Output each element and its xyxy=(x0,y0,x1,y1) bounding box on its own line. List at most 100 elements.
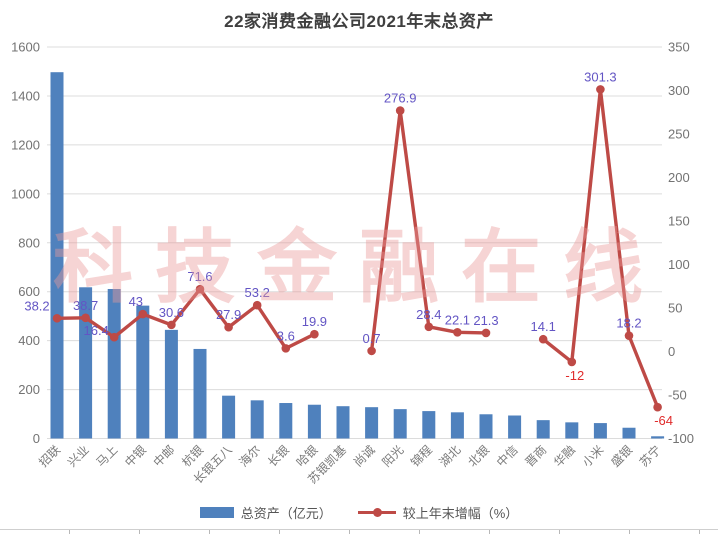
bar-北银 xyxy=(479,414,493,439)
growth-label-兴业: 38.7 xyxy=(73,298,98,313)
bar-中银 xyxy=(136,305,150,439)
right-axis-tick-label: -50 xyxy=(668,388,687,403)
x-axis-label-锦程: 锦程 xyxy=(407,442,435,470)
growth-point-盛银 xyxy=(624,331,634,340)
growth-label-中邮: 30.6 xyxy=(159,305,184,320)
growth-point-晋商 xyxy=(538,334,548,344)
growth-label-锦程: 28.4 xyxy=(416,307,441,322)
bar-锦程 xyxy=(422,411,436,439)
line-series-swatch-icon xyxy=(357,507,396,518)
x-axis-label-晋商: 晋商 xyxy=(522,442,550,470)
right-axis-tick-label: 100 xyxy=(668,257,690,272)
growth-point-海尔 xyxy=(252,300,262,310)
bar-兴业 xyxy=(79,287,93,439)
growth-label-华融: -12 xyxy=(565,368,584,383)
growth-label-湖北: 22.1 xyxy=(445,312,470,327)
bar-招联 xyxy=(50,72,64,439)
chart-legend: 总资产（亿元） 较上年末增幅（%） xyxy=(0,503,718,522)
growth-point-小米 xyxy=(596,85,605,94)
growth-line-segment xyxy=(541,87,660,409)
growth-label-长银五八: 27.9 xyxy=(216,307,241,322)
growth-label-小米: 301.3 xyxy=(584,69,617,84)
x-axis-label-兴业: 兴业 xyxy=(65,443,92,470)
left-axis-tick-label: 1000 xyxy=(11,186,40,201)
bar-哈银 xyxy=(307,404,321,439)
growth-label-苏宁: -64 xyxy=(654,413,673,428)
growth-label-招联: 38.2 xyxy=(24,298,49,313)
growth-point-杭银 xyxy=(195,284,205,294)
bar-华融 xyxy=(565,422,579,439)
right-axis-tick-label: 200 xyxy=(668,170,690,185)
x-axis-label-盛银: 盛银 xyxy=(608,442,636,470)
growth-point-阳光 xyxy=(395,106,405,115)
left-axis-tick-label: 0 xyxy=(33,431,40,446)
chart-title: 22家消费金融公司2021年末总资产 xyxy=(224,12,494,31)
x-axis-label-中银: 中银 xyxy=(121,442,149,470)
bar-苏宁 xyxy=(651,436,665,439)
growth-label-长银: 3.6 xyxy=(277,328,295,343)
left-axis-tick-label: 600 xyxy=(18,284,40,299)
growth-label-晋商: 14.1 xyxy=(531,319,556,334)
growth-label-哈银: 19.9 xyxy=(302,314,327,329)
bar-杭银 xyxy=(193,348,207,439)
growth-point-北银 xyxy=(481,328,491,338)
growth-point-湖北 xyxy=(453,327,462,337)
x-axis-label-马上: 马上 xyxy=(93,443,120,470)
left-axis-tick-label: 1600 xyxy=(11,40,40,55)
growth-label-中银: 43 xyxy=(129,294,143,309)
bar-海尔 xyxy=(250,400,264,439)
growth-label-盛银: 18.2 xyxy=(616,316,641,331)
left-axis-tick-label: 1400 xyxy=(11,88,40,103)
bar-小米 xyxy=(593,423,607,439)
right-axis-tick-label: 250 xyxy=(668,127,690,142)
growth-point-锦程 xyxy=(424,322,434,332)
right-axis-tick-label: 50 xyxy=(668,301,682,316)
x-axis-label-海尔: 海尔 xyxy=(236,442,264,470)
right-axis-tick-label: 350 xyxy=(668,40,690,55)
growth-point-马上 xyxy=(109,332,119,342)
x-axis-label-中邮: 中邮 xyxy=(150,442,178,470)
bar-盛银 xyxy=(622,427,636,439)
growth-point-长银 xyxy=(281,344,291,353)
legend-label-growth: 较上年末增幅（%） xyxy=(402,506,519,521)
right-axis-tick-label: 150 xyxy=(668,214,690,229)
growth-label-北银: 21.3 xyxy=(473,313,498,328)
growth-label-马上: 16.4 xyxy=(84,323,109,338)
right-axis-tick-label: 0 xyxy=(668,344,675,359)
x-axis-label-北银: 北银 xyxy=(465,443,492,470)
line-swatch-dot xyxy=(372,508,382,517)
growth-label-海尔: 53.2 xyxy=(245,285,270,300)
bar-湖北 xyxy=(450,412,464,439)
growth-point-哈银 xyxy=(310,329,319,339)
left-axis-tick-label: 200 xyxy=(18,382,40,397)
bar-苏银凯基 xyxy=(336,406,350,439)
left-axis-tick-label: 400 xyxy=(18,333,40,348)
bar-长银五八 xyxy=(222,395,236,439)
growth-point-苏宁 xyxy=(653,402,662,412)
bar-series-swatch-icon xyxy=(199,507,234,518)
growth-label-尚诚: 0.7 xyxy=(363,331,381,346)
growth-line-segment xyxy=(55,287,317,351)
right-axis-tick-label: -100 xyxy=(668,431,694,446)
legend-label-total-assets: 总资产（亿元） xyxy=(240,506,332,521)
bar-尚诚 xyxy=(365,407,379,439)
left-axis-tick-label: 1200 xyxy=(11,137,40,152)
x-axis-label-华融: 华融 xyxy=(551,443,578,470)
left-axis-tick-label: 800 xyxy=(18,235,40,250)
growth-point-中银 xyxy=(138,309,148,319)
table-top-edge xyxy=(0,529,718,536)
x-axis-label-苏宁: 苏宁 xyxy=(636,442,664,470)
x-axis-label-招联: 招联 xyxy=(36,443,63,470)
growth-point-中邮 xyxy=(167,320,176,330)
growth-point-招联 xyxy=(52,313,62,323)
bar-中邮 xyxy=(164,329,178,439)
x-axis-label-长银: 长银 xyxy=(265,443,292,470)
legend-item-total-assets[interactable]: 总资产（亿元） xyxy=(199,503,332,522)
bar-马上 xyxy=(107,288,121,439)
bar-阳光 xyxy=(393,409,407,439)
legend-item-growth[interactable]: 较上年末增幅（%） xyxy=(357,503,519,522)
right-axis-tick-label: 300 xyxy=(668,83,690,98)
bar-长银 xyxy=(279,403,293,439)
x-axis-label-阳光: 阳光 xyxy=(379,443,406,470)
